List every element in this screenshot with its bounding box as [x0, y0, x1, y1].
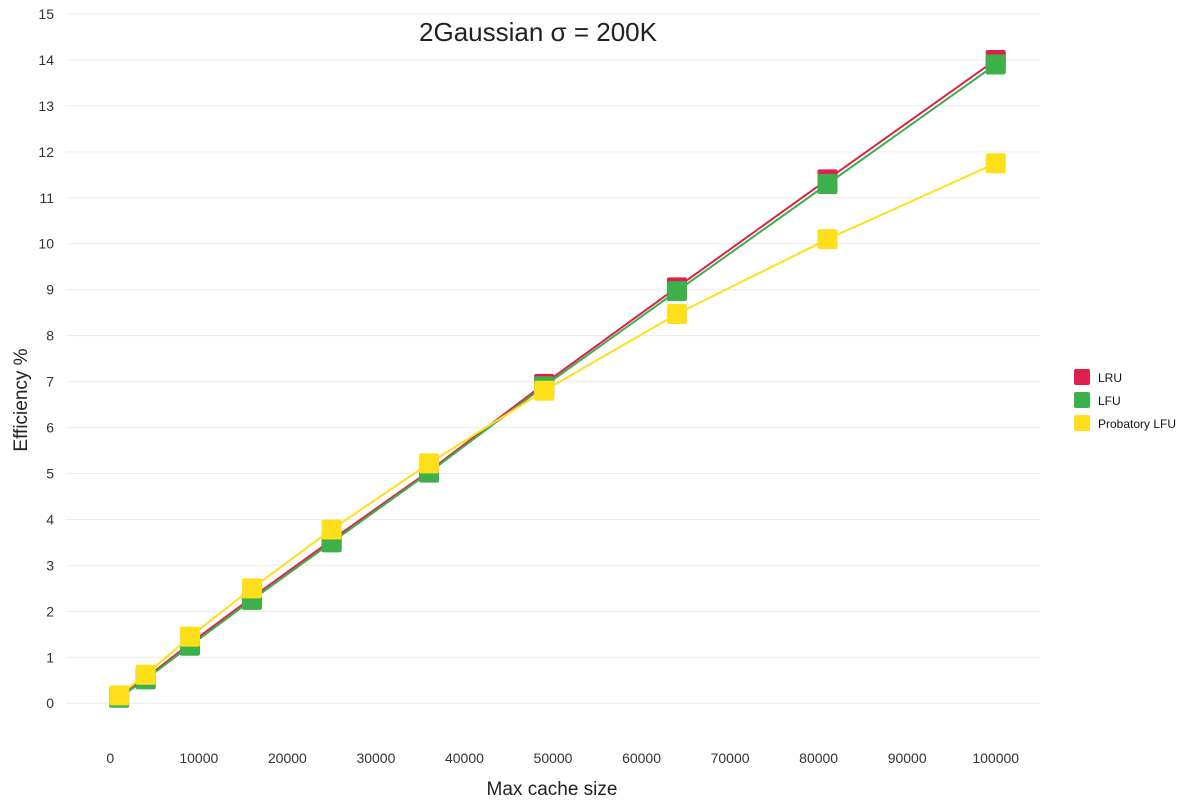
x-tick-label: 90000: [888, 750, 927, 766]
y-tick-label: 12: [38, 144, 54, 160]
series-layer: [109, 49, 1006, 708]
x-tick-label: 40000: [445, 750, 484, 766]
series-line: [118, 59, 997, 698]
y-tick-label: 13: [38, 98, 54, 114]
series-line: [118, 63, 997, 699]
data-point: [179, 626, 200, 647]
x-tick-label: 20000: [268, 750, 307, 766]
data-point: [817, 174, 838, 195]
data-point: [419, 453, 440, 474]
y-tick-label: 15: [38, 6, 54, 22]
series-line: [118, 162, 997, 697]
x-axis-ticks: 0 10000 20000 30000 40000 50000 60000 70000 8000…: [106, 750, 1019, 766]
data-point: [534, 380, 555, 401]
x-axis-title: Max cache size: [487, 779, 618, 800]
x-tick-label: 60000: [622, 750, 661, 766]
data-point: [817, 229, 838, 250]
y-tick-label: 8: [46, 328, 54, 344]
y-tick-label: 14: [38, 52, 54, 68]
y-tick-label: 6: [46, 420, 54, 436]
y-tick-label: 3: [46, 557, 54, 573]
x-tick-label: 30000: [356, 750, 395, 766]
y-tick-label: 0: [46, 695, 54, 711]
data-point: [109, 685, 130, 706]
y-tick-label: 4: [46, 511, 54, 527]
legend-label: Probatory LFU: [1098, 417, 1176, 431]
legend-swatch: [1074, 392, 1090, 408]
y-axis-title: Efficiency %: [11, 348, 32, 451]
data-point: [321, 519, 342, 540]
data-point: [666, 281, 687, 302]
legend-swatch: [1074, 415, 1090, 431]
legend-label: LRU: [1098, 371, 1122, 385]
y-tick-label: 10: [38, 236, 54, 252]
y-tick-label: 11: [39, 190, 54, 206]
data-point: [985, 54, 1006, 75]
chart-title: 2Gaussian σ = 200K: [419, 17, 658, 47]
legend-swatch: [1074, 369, 1090, 385]
data-point: [241, 578, 262, 599]
x-tick-label: 70000: [711, 750, 750, 766]
series-2: [109, 153, 1006, 706]
x-tick-label: 50000: [534, 750, 573, 766]
data-point: [135, 664, 156, 685]
y-tick-label: 1: [46, 649, 54, 665]
y-tick-label: 2: [46, 603, 54, 619]
y-tick-label: 9: [46, 282, 54, 298]
x-tick-label: 0: [106, 750, 114, 766]
legend-label: LFU: [1098, 394, 1121, 408]
y-tick-label: 7: [46, 374, 54, 390]
x-tick-label: 10000: [179, 750, 218, 766]
gridlines: [66, 13, 1040, 704]
x-tick-label: 100000: [972, 750, 1019, 766]
legend: LRU LFU Probatory LFU: [1074, 369, 1176, 431]
x-tick-label: 80000: [799, 750, 838, 766]
data-point: [666, 304, 687, 325]
data-point: [985, 153, 1006, 174]
y-tick-label: 5: [46, 465, 54, 481]
